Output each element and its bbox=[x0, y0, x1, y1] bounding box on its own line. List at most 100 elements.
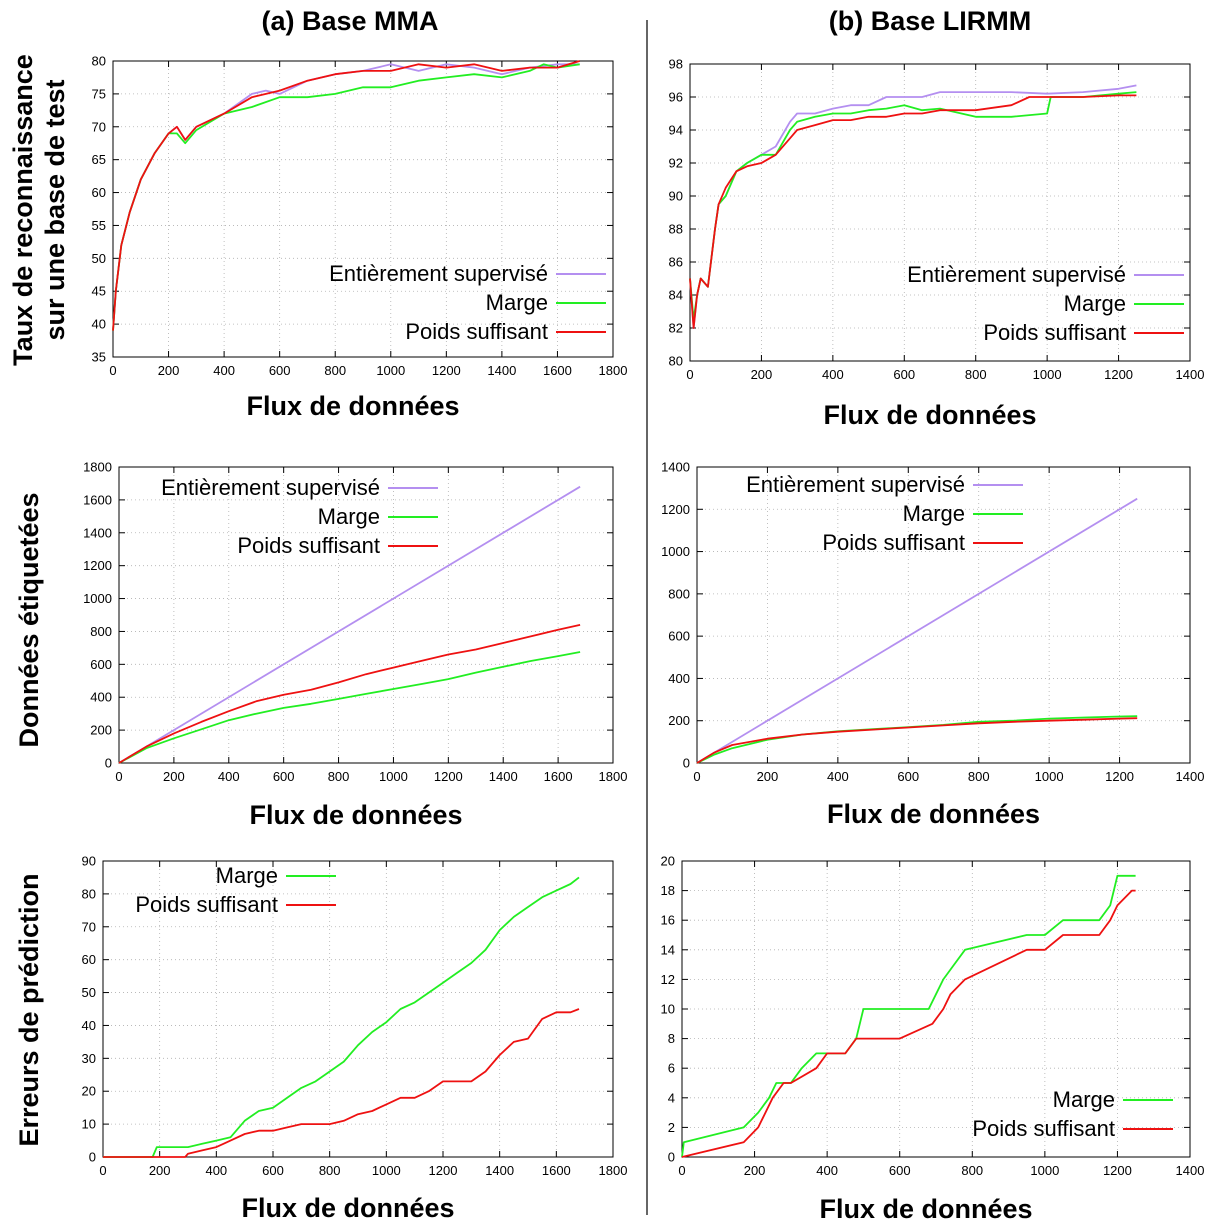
x-tick-label: 200 bbox=[163, 769, 185, 784]
legend-label-marge: Marge bbox=[1053, 1087, 1115, 1112]
y-tick-label: 86 bbox=[669, 255, 683, 270]
x-tick-label: 600 bbox=[893, 367, 915, 382]
x-tick-label: 1600 bbox=[544, 769, 573, 784]
legend-label-entierement-supervise: Entièrement supervisé bbox=[161, 475, 380, 500]
x-tick-label: 400 bbox=[205, 1163, 227, 1178]
x-tick-label: 0 bbox=[115, 769, 122, 784]
x-tick-label: 1400 bbox=[1176, 769, 1205, 784]
y-tick-label: 0 bbox=[683, 756, 690, 771]
y-tick-label: 2 bbox=[668, 1120, 675, 1135]
x-tick-label: 600 bbox=[897, 769, 919, 784]
x-tick-label: 1200 bbox=[432, 363, 461, 378]
series-line-marge bbox=[681, 874, 1136, 1158]
y-tick-label: 10 bbox=[661, 1002, 675, 1017]
legend-label-marge: Marge bbox=[318, 504, 380, 529]
y-tick-label: 600 bbox=[90, 657, 112, 672]
y-tick-label: 16 bbox=[661, 913, 675, 928]
legend-label-poids-suffisant: Poids suffisant bbox=[972, 1116, 1115, 1141]
x-tick-label: 1600 bbox=[542, 1163, 571, 1178]
y-tick-label: 82 bbox=[669, 321, 683, 336]
y-tick-label: 8 bbox=[668, 1031, 675, 1046]
x-tick-label: 1400 bbox=[1176, 1163, 1205, 1178]
plot-frame bbox=[689, 63, 1191, 362]
x-tick-label: 1400 bbox=[489, 769, 518, 784]
plot-frame bbox=[118, 466, 614, 764]
y-tick-label: 800 bbox=[90, 624, 112, 639]
y-tick-label: 55 bbox=[92, 218, 106, 233]
row-title-erreurs-prediction: Erreurs de prédiction bbox=[14, 873, 44, 1146]
y-tick-label: 200 bbox=[668, 713, 690, 728]
y-tick-label: 50 bbox=[92, 251, 106, 266]
x-tick-label: 200 bbox=[757, 769, 779, 784]
x-tick-label: 0 bbox=[99, 1163, 106, 1178]
y-tick-label: 40 bbox=[82, 1018, 96, 1033]
y-tick-label: 90 bbox=[669, 189, 683, 204]
legend-label-poids-suffisant: Poids suffisant bbox=[237, 533, 380, 558]
column-title-mma: (a) Base MMA bbox=[261, 6, 438, 36]
series-line-entierement-supervise bbox=[696, 497, 1138, 764]
y-tick-label: 88 bbox=[669, 222, 683, 237]
series-line-poids-suffisant bbox=[118, 624, 581, 764]
y-tick-label: 1800 bbox=[83, 460, 112, 475]
y-tick-label: 1200 bbox=[661, 502, 690, 517]
x-tick-label: 1200 bbox=[1105, 769, 1134, 784]
x-tick-label: 1000 bbox=[376, 363, 405, 378]
y-tick-label: 20 bbox=[661, 854, 675, 869]
x-tick-label: 1200 bbox=[434, 769, 463, 784]
x-tick-label: 400 bbox=[827, 769, 849, 784]
series-line-poids-suffisant bbox=[112, 60, 580, 331]
x-tick-label: 600 bbox=[273, 769, 295, 784]
x-tick-label: 1200 bbox=[429, 1163, 458, 1178]
y-tick-label: 20 bbox=[82, 1084, 96, 1099]
x-tick-label: 400 bbox=[816, 1163, 838, 1178]
plot-frame bbox=[112, 60, 614, 358]
x-tick-label: 600 bbox=[262, 1163, 284, 1178]
y-tick-label: 60 bbox=[82, 952, 96, 967]
plot-frame bbox=[696, 466, 1191, 764]
y-tick-label: 90 bbox=[82, 854, 96, 869]
row-title-taux-line2: sur une base de test bbox=[40, 79, 70, 340]
chart-3: 0 200 400 600 800 1000 1200 1400 1600 1800 0 200 400… bbox=[83, 460, 627, 831]
legend-label-marge: Marge bbox=[1064, 291, 1126, 316]
row-title-donnees-etiquetees: Données étiquetées bbox=[14, 492, 44, 747]
x-tick-label: 800 bbox=[961, 1163, 983, 1178]
x-tick-label: 1800 bbox=[599, 769, 628, 784]
y-tick-label: 1400 bbox=[83, 525, 112, 540]
y-tick-label: 0 bbox=[89, 1150, 96, 1165]
series-line-entierement-supervise bbox=[118, 485, 581, 764]
x-tick-label: 800 bbox=[965, 367, 987, 382]
x-tick-label: 400 bbox=[822, 367, 844, 382]
y-tick-label: 45 bbox=[92, 284, 106, 299]
y-tick-label: 80 bbox=[82, 886, 96, 901]
x-tick-label: 800 bbox=[968, 769, 990, 784]
y-tick-label: 12 bbox=[661, 972, 675, 987]
y-tick-label: 1000 bbox=[83, 591, 112, 606]
y-tick-label: 1000 bbox=[661, 544, 690, 559]
x-axis-label: Flux de données bbox=[249, 800, 462, 830]
y-tick-label: 0 bbox=[668, 1150, 675, 1165]
y-tick-label: 98 bbox=[669, 57, 683, 72]
y-tick-label: 1400 bbox=[661, 460, 690, 475]
x-tick-label: 1000 bbox=[1033, 367, 1062, 382]
y-tick-label: 70 bbox=[92, 119, 106, 134]
y-tick-label: 30 bbox=[82, 1051, 96, 1066]
legend-label-entierement-supervise: Entièrement supervisé bbox=[329, 261, 548, 286]
series-line-poids-suffisant bbox=[103, 1008, 580, 1158]
x-tick-label: 400 bbox=[213, 363, 235, 378]
y-tick-label: 40 bbox=[92, 317, 106, 332]
legend-label-poids-suffisant: Poids suffisant bbox=[405, 319, 548, 344]
x-axis-label: Flux de données bbox=[819, 1194, 1032, 1224]
x-tick-label: 800 bbox=[328, 769, 350, 784]
y-tick-label: 80 bbox=[92, 54, 106, 69]
y-tick-label: 92 bbox=[669, 156, 683, 171]
y-tick-label: 96 bbox=[669, 90, 683, 105]
y-tick-label: 50 bbox=[82, 985, 96, 1000]
y-tick-label: 14 bbox=[661, 942, 675, 957]
series-line-marge bbox=[103, 876, 580, 1158]
x-axis-label: Flux de données bbox=[827, 799, 1040, 829]
series-line-poids-suffisant bbox=[681, 889, 1136, 1158]
y-tick-label: 80 bbox=[669, 354, 683, 369]
x-tick-label: 1000 bbox=[372, 1163, 401, 1178]
y-tick-label: 800 bbox=[668, 586, 690, 601]
column-title-lirmm: (b) Base LIRMM bbox=[829, 6, 1032, 36]
